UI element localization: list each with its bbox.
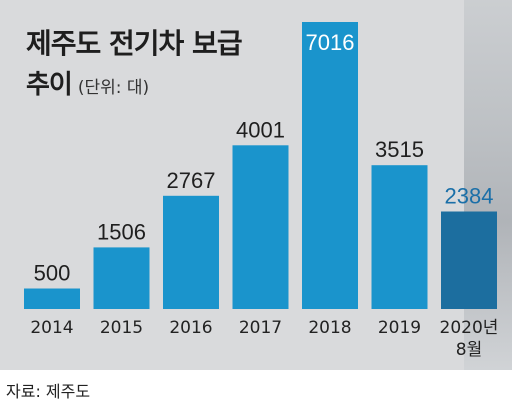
x-tick-label-0: 2014 — [30, 318, 73, 338]
data-label-1: 1506 — [97, 219, 146, 244]
unit-note: (단위: 대) — [77, 78, 150, 98]
chart-panel: 제주도 전기차 보급 추이 (단위: 대) 500 2014 1506 2015 2767… — [0, 0, 512, 370]
bar-1 — [93, 247, 150, 309]
x-tick-label-3: 2017 — [239, 318, 282, 338]
data-label-5: 3515 — [375, 137, 424, 162]
chart-title: 제주도 전기차 보급 — [26, 27, 243, 60]
bar-3 — [232, 145, 289, 309]
chart-title-line2: 추이 (단위: 대) — [26, 64, 149, 101]
x-tick-label-5: 2019 — [378, 318, 421, 338]
bar-4 — [302, 22, 358, 309]
x-tick-label-1: 2015 — [100, 318, 143, 338]
data-label-2: 2767 — [167, 168, 216, 193]
bar-5 — [371, 165, 428, 309]
data-label-6: 2384 — [445, 184, 494, 209]
data-label-4: 7016 — [306, 30, 355, 55]
x-tick-label-4: 2018 — [308, 318, 351, 338]
bar-0 — [24, 288, 80, 309]
x-tick-label-6: 2020년 8월 — [440, 318, 499, 360]
data-label-0: 500 — [34, 261, 71, 286]
data-label-3: 4001 — [236, 117, 285, 142]
bar-chart: 500 2014 1506 2015 2767 2016 4001 2017 7016 2018 3… — [24, 22, 499, 360]
source-note: 자료: 제주도 — [6, 382, 91, 401]
bar-6 — [441, 211, 497, 309]
x-tick-label-2: 2016 — [169, 318, 212, 338]
chart-title-suffix: 추이 — [26, 70, 73, 100]
bar-2 — [163, 195, 219, 309]
